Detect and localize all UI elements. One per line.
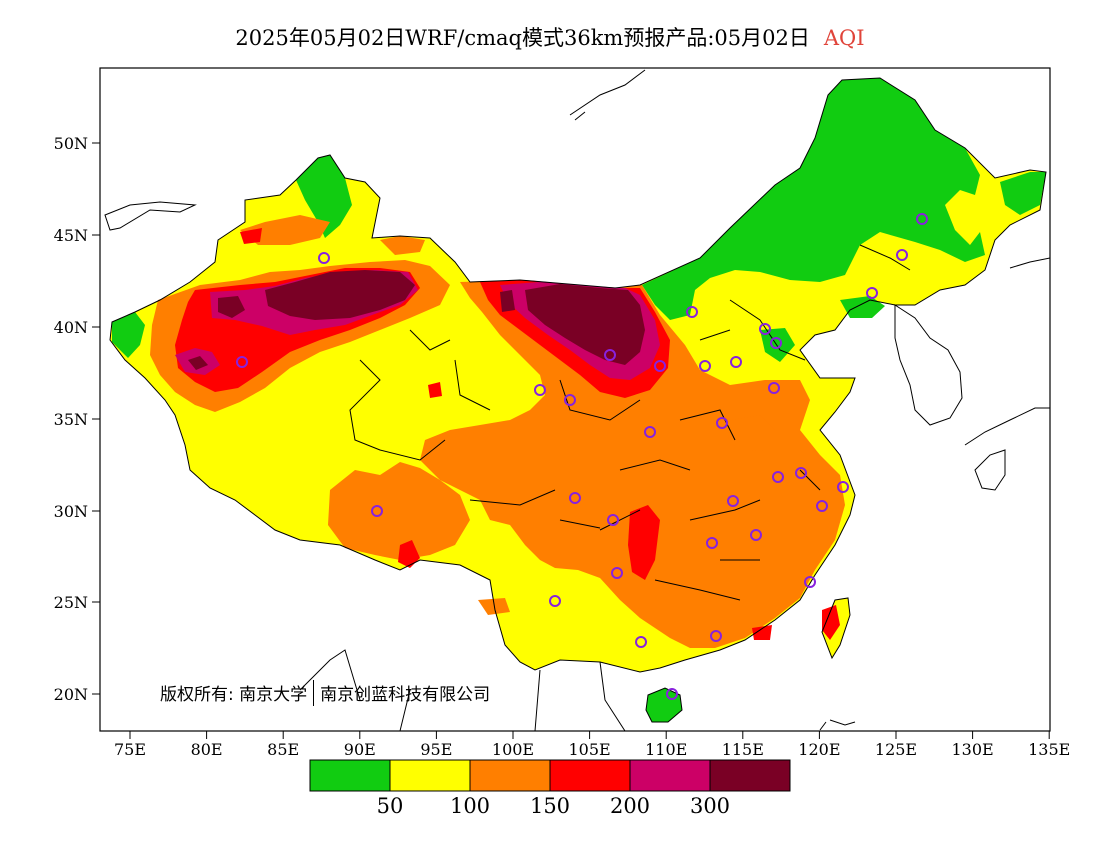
legend-swatch: [389, 759, 471, 792]
station-marker: [816, 500, 828, 512]
lat-label: 45N: [54, 226, 88, 245]
station-marker: [236, 356, 248, 368]
station-marker: [607, 514, 619, 526]
lon-label: 85E: [267, 740, 299, 759]
lat-label: 40N: [54, 318, 88, 337]
lon-label: 135E: [1028, 740, 1070, 759]
legend-swatch: [549, 759, 631, 792]
lat-label: 50N: [54, 134, 88, 153]
lon-label: 125E: [875, 740, 917, 759]
legend-threshold-label: 100: [450, 794, 490, 818]
monitoring-stations: [236, 213, 928, 700]
lon-label: 110E: [645, 740, 687, 759]
lon-label: 120E: [798, 740, 840, 759]
station-marker: [569, 492, 581, 504]
station-marker: [768, 382, 780, 394]
station-marker: [770, 337, 782, 349]
station-marker: [534, 384, 546, 396]
station-marker: [804, 576, 816, 588]
station-marker: [837, 481, 849, 493]
copyright-org1: 南京大学: [239, 685, 308, 705]
lon-label: 130E: [951, 740, 993, 759]
boundary-lines: [104, 69, 1050, 731]
lon-label: 75E: [114, 740, 146, 759]
station-marker: [644, 426, 656, 438]
station-marker: [371, 505, 383, 517]
station-marker: [727, 495, 739, 507]
copyright-org2: 南京创蓝科技有限公司: [320, 685, 491, 705]
longitude-axis: 75E 80E 85E 90E 95E 100E 105E 110E 115E 120E 125E 1…: [114, 731, 1070, 759]
lon-label: 115E: [722, 740, 764, 759]
station-marker: [750, 529, 762, 541]
latitude-axis: 50N 45N 40N 35N 30N 25N 20N: [54, 134, 100, 704]
station-marker: [866, 287, 878, 299]
copyright-owner-label: 版权所有:: [160, 685, 234, 705]
title-main: 2025年05月02日WRF/cmaq模式36km预报产品:05月02日: [235, 26, 810, 50]
legend-threshold-label: 300: [690, 794, 730, 818]
legend-swatch: [469, 759, 551, 792]
lon-label: 100E: [492, 740, 534, 759]
lat-label: 30N: [54, 502, 88, 521]
copyright-separator: [313, 680, 315, 706]
station-marker: [635, 636, 647, 648]
station-marker: [666, 688, 678, 700]
station-marker: [564, 394, 576, 406]
copyright-notice: 版权所有: 南京大学 南京创蓝科技有限公司: [160, 680, 490, 706]
legend-swatch: [629, 759, 711, 792]
station-marker: [772, 471, 784, 483]
station-marker: [795, 467, 807, 479]
lon-label: 80E: [191, 740, 223, 759]
station-marker: [716, 417, 728, 429]
station-marker: [759, 323, 771, 335]
map-content: [104, 69, 1050, 731]
map-title: 2025年05月02日WRF/cmaq模式36km预报产品:05月02日 AQI: [0, 22, 1100, 52]
station-marker: [686, 306, 698, 318]
legend-threshold-label: 50: [377, 794, 404, 818]
station-marker: [318, 252, 330, 264]
legend-threshold-label: 150: [530, 794, 570, 818]
maroon-zones: [188, 270, 645, 370]
title-variable: AQI: [823, 26, 865, 50]
station-marker: [730, 356, 742, 368]
aqi-legend: 50 100 150 200 300: [309, 759, 791, 818]
map-frame: [99, 67, 1051, 732]
lon-label: 90E: [344, 740, 376, 759]
legend-swatch: [309, 759, 391, 792]
lat-label: 25N: [54, 593, 88, 612]
station-marker: [916, 213, 928, 225]
station-marker: [706, 537, 718, 549]
station-marker: [604, 349, 616, 361]
station-marker: [896, 249, 908, 261]
station-marker: [699, 360, 711, 372]
lon-label: 105E: [568, 740, 610, 759]
station-marker: [549, 595, 561, 607]
legend-threshold-label: 200: [610, 794, 650, 818]
lat-label: 20N: [54, 685, 88, 704]
station-marker: [654, 360, 666, 372]
station-marker: [710, 630, 722, 642]
green-zones: [112, 78, 1046, 722]
lon-label: 95E: [420, 740, 452, 759]
lat-label: 35N: [54, 410, 88, 429]
station-marker: [611, 567, 623, 579]
legend-swatch: [709, 759, 791, 792]
